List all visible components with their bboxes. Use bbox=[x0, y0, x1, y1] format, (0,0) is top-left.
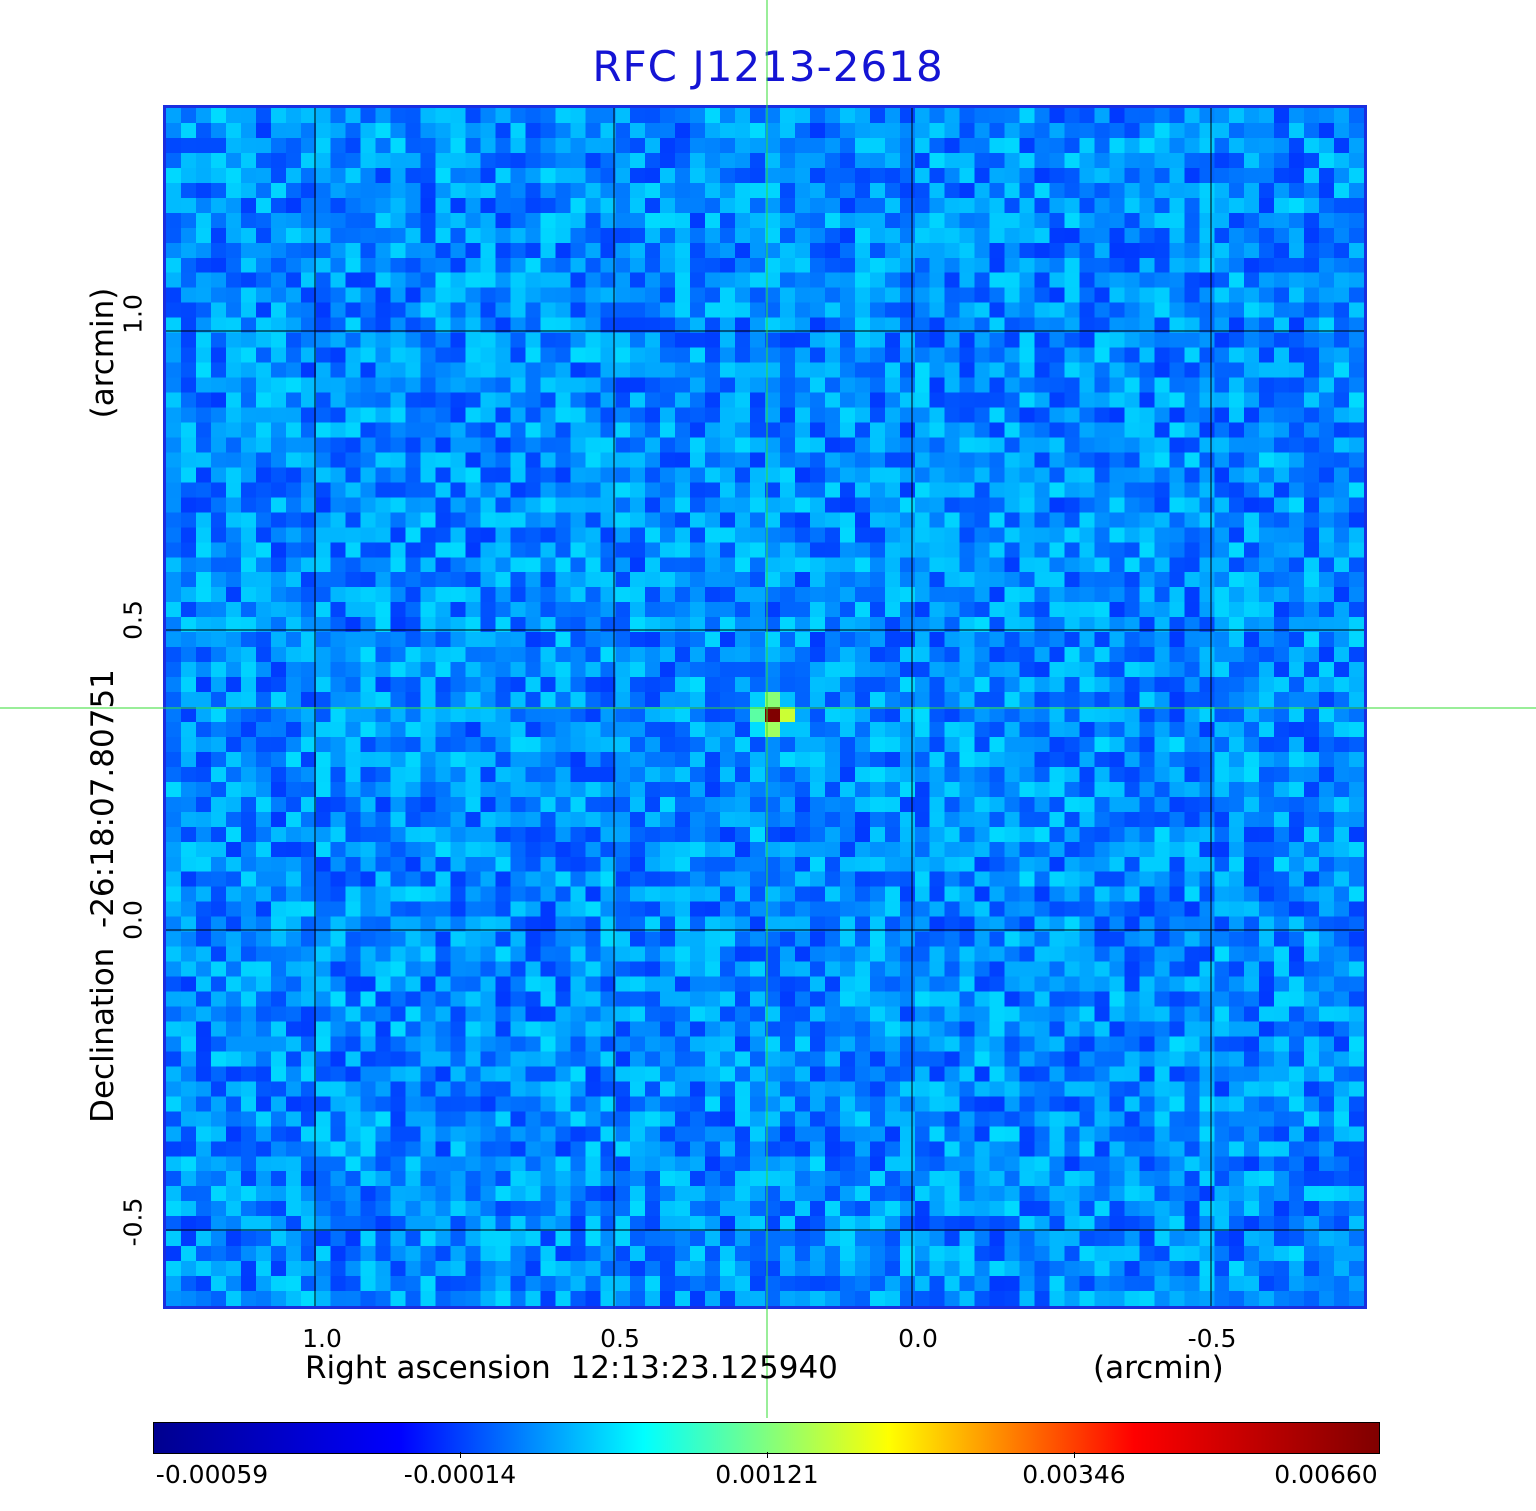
colorbar-tick-label: 0.00660 bbox=[1274, 1460, 1378, 1489]
x-tick-label: 0.0 bbox=[898, 1324, 938, 1353]
x-tick-label: -0.5 bbox=[1187, 1324, 1237, 1353]
coordinate-grid bbox=[166, 108, 1364, 1306]
y-tick-label: 0.0 bbox=[118, 900, 148, 940]
colorbar-tick-label: 0.00121 bbox=[715, 1460, 819, 1489]
colorbar-tick-label: 0.00346 bbox=[1022, 1460, 1126, 1489]
x-axis-unit: (arcmin) bbox=[1093, 1350, 1224, 1386]
colorbar-tick-mark bbox=[460, 1452, 461, 1458]
plot-title: RFC J1213-2618 bbox=[592, 42, 944, 91]
colorbar-tick-label: -0.00059 bbox=[155, 1460, 269, 1489]
colorbar-tick-mark bbox=[1074, 1452, 1075, 1458]
sky-image bbox=[166, 108, 1364, 1306]
image-panel[interactable] bbox=[163, 105, 1367, 1309]
y-axis-label: Declination -26:18:07.80751 bbox=[85, 669, 121, 1123]
x-tick-label: 1.0 bbox=[302, 1324, 342, 1353]
colorbar-tick-label: -0.00014 bbox=[403, 1460, 517, 1489]
colorbar-tick-mark bbox=[767, 1452, 768, 1458]
x-axis-label: Right ascension 12:13:23.125940 bbox=[305, 1350, 838, 1386]
x-tick-label: 0.5 bbox=[600, 1324, 640, 1353]
y-tick-label: 0.5 bbox=[118, 600, 148, 640]
y-tick-label: 1.0 bbox=[118, 294, 148, 334]
y-tick-label: -0.5 bbox=[118, 1197, 148, 1247]
colorbar bbox=[153, 1422, 1380, 1454]
y-axis-unit: (arcmin) bbox=[85, 287, 121, 419]
